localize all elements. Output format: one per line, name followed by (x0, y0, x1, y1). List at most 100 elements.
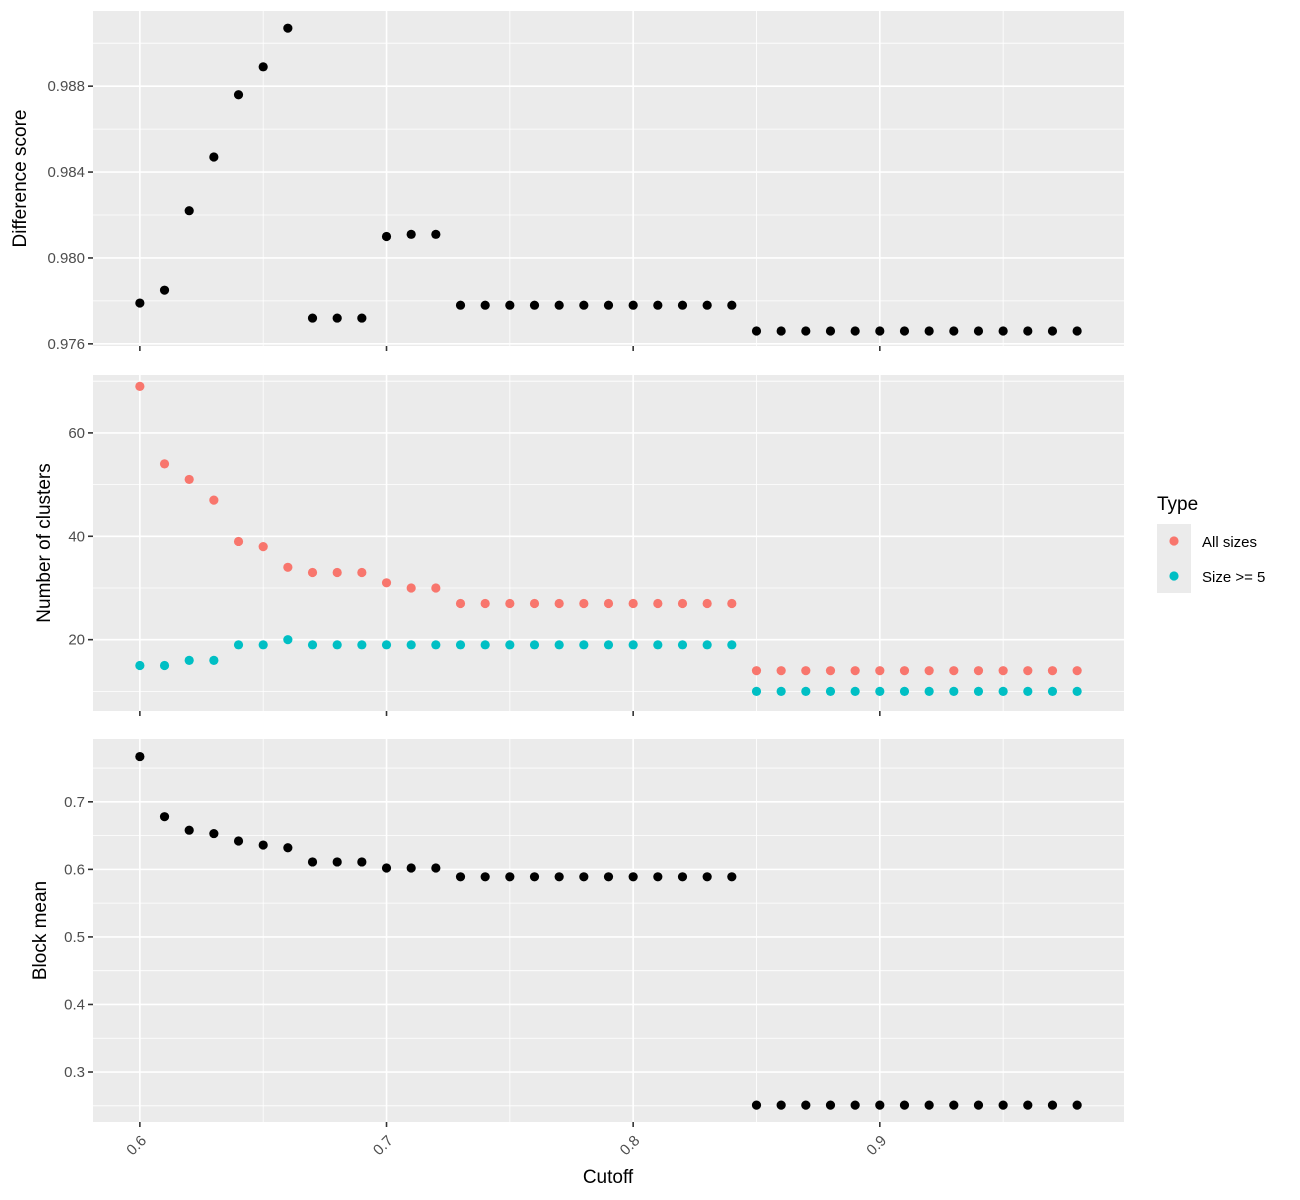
data-point-series (1072, 326, 1082, 336)
data-point-series (381, 231, 392, 242)
data-point-series (357, 857, 367, 867)
data-point-all-sizes (406, 583, 416, 593)
data-point-series (184, 825, 194, 835)
data-point-size-5 (973, 686, 984, 696)
data-point-all-sizes (875, 666, 885, 676)
data-point-size-5 (184, 655, 194, 665)
data-point-size-5 (159, 660, 170, 671)
data-point-all-sizes (1023, 666, 1033, 676)
data-point-all-sizes (751, 666, 762, 676)
x-tick-label: 0.7 (370, 1132, 397, 1159)
data-point-all-sizes (825, 666, 836, 676)
data-point-size-5 (825, 686, 836, 696)
data-point-size-5 (529, 640, 540, 650)
data-point-all-sizes (1072, 666, 1082, 676)
data-point-size-5 (677, 640, 688, 650)
y-axis-title: Difference score (10, 110, 31, 248)
data-point-all-sizes (431, 583, 441, 593)
y-tick-label: 0.976 (47, 336, 85, 353)
data-point-series (850, 1100, 860, 1110)
data-point-all-sizes (628, 598, 638, 609)
data-point-series (233, 90, 244, 100)
data-point-series (677, 872, 688, 882)
data-point-series (159, 812, 170, 822)
data-point-all-sizes (949, 666, 959, 676)
legend-key-all-sizes (1169, 536, 1179, 546)
data-point-size-5 (283, 635, 293, 645)
data-point-size-5 (554, 640, 564, 650)
data-point-series (727, 872, 737, 882)
data-point-size-5 (702, 640, 712, 650)
data-point-size-5 (233, 640, 244, 650)
y-axis-title: Number of clusters (34, 463, 55, 622)
x-tick-label: 0.6 (123, 1132, 150, 1159)
legend-key-size-ge-5 (1169, 571, 1179, 581)
data-point-all-sizes (184, 474, 194, 485)
data-point-size-5 (949, 686, 959, 696)
legend-label-size-ge-5: Size >= 5 (1202, 569, 1265, 586)
data-point-all-sizes (973, 666, 984, 676)
data-point-series (455, 300, 466, 310)
data-point-size-5 (875, 686, 885, 696)
data-point-all-sizes (159, 459, 170, 469)
data-point-series (875, 1100, 885, 1110)
data-point-series (480, 300, 490, 310)
data-point-size-5 (850, 686, 860, 696)
data-point-size-5 (628, 640, 638, 650)
panel-background (93, 375, 1124, 711)
data-point-series (258, 62, 268, 72)
y-tick-label: 0.980 (47, 250, 85, 267)
data-point-series (135, 751, 145, 762)
data-point-series (406, 229, 416, 239)
y-tick-label: 60 (68, 425, 85, 442)
y-tick-label: 0.7 (64, 794, 85, 811)
data-point-size-5 (135, 660, 145, 671)
data-point-series (554, 872, 564, 882)
data-point-series (973, 1100, 984, 1110)
data-point-series (233, 836, 244, 846)
data-point-series (1023, 326, 1033, 336)
data-point-series (899, 326, 910, 336)
y-tick-label: 0.3 (64, 1064, 85, 1081)
data-point-all-sizes (924, 666, 934, 676)
panel-background (93, 11, 1124, 346)
data-point-all-sizes (677, 598, 688, 609)
data-point-series (159, 285, 170, 295)
data-point-size-5 (579, 640, 589, 650)
data-point-size-5 (751, 686, 762, 696)
data-point-size-5 (258, 640, 268, 650)
data-point-series (135, 298, 145, 308)
data-point-series (1023, 1100, 1033, 1110)
data-point-all-sizes (529, 598, 540, 609)
y-tick-label: 0.6 (64, 861, 85, 878)
data-point-series (603, 872, 614, 882)
data-point-series (307, 857, 318, 867)
data-point-size-5 (899, 686, 910, 696)
y-tick-label: 0.984 (47, 164, 85, 181)
data-point-all-sizes (579, 598, 589, 609)
data-point-series (801, 1100, 811, 1110)
data-point-series (209, 828, 219, 839)
data-point-size-5 (307, 640, 318, 650)
y-tick-label: 0.4 (64, 996, 85, 1013)
data-point-all-sizes (603, 598, 614, 609)
data-point-series (628, 872, 638, 882)
data-point-series (529, 300, 540, 310)
data-point-all-sizes (357, 567, 367, 578)
data-point-series (1072, 1100, 1082, 1110)
data-point-size-5 (381, 640, 392, 650)
data-point-series (653, 300, 663, 310)
data-point-all-sizes (505, 598, 515, 609)
y-tick-label: 0.988 (47, 78, 85, 95)
data-point-all-sizes (258, 542, 268, 552)
chart-panels: 0.976 0.980 0.984 0.988 Difference score 20 40… (10, 11, 1124, 1159)
data-point-size-5 (209, 655, 219, 665)
data-point-series (579, 872, 589, 882)
data-point-series (480, 872, 490, 882)
legend-title: Type (1157, 494, 1198, 515)
data-point-series (332, 313, 342, 323)
data-point-size-5 (1023, 686, 1033, 696)
data-point-series (603, 300, 614, 310)
data-point-series (258, 840, 268, 850)
